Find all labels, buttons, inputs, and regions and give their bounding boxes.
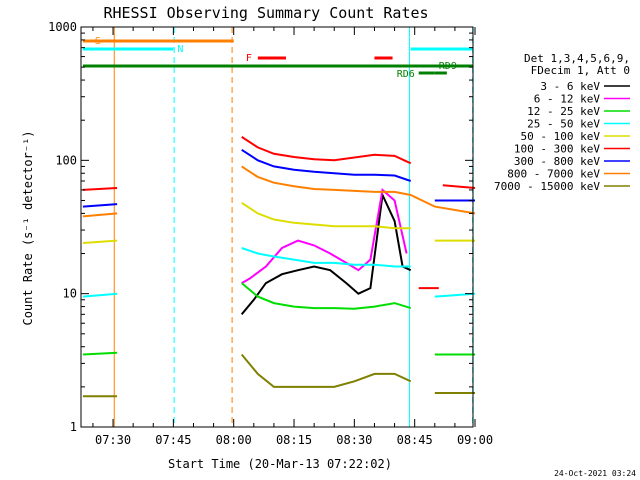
x-tick-label: 07:45 <box>155 433 191 447</box>
series-line <box>82 239 118 244</box>
legend-label: 100 - 300 keV <box>514 143 600 156</box>
series-line <box>82 292 118 298</box>
x-tick-label: 08:45 <box>397 433 433 447</box>
legend-label: 25 - 50 keV <box>527 118 600 131</box>
series-line <box>434 292 476 298</box>
legend-header: Det 1,3,4,5,6,9, <box>524 52 630 65</box>
series-line <box>241 165 476 215</box>
series-8 <box>82 353 475 398</box>
state-bar-label: RD6 <box>397 69 415 80</box>
series-line <box>241 201 411 230</box>
series-line <box>240 191 412 315</box>
series-line <box>241 247 411 268</box>
y-tick-label: 1 <box>70 420 77 434</box>
chart-title: RHESSI Observing Summary Count Rates <box>103 4 428 22</box>
series-line <box>442 184 476 189</box>
y-tick-label: 10 <box>63 287 77 301</box>
series-line <box>241 282 411 310</box>
series-line <box>82 212 118 218</box>
series-line <box>241 187 408 284</box>
series-0 <box>240 191 412 315</box>
series-line <box>240 353 412 388</box>
legend-label: 800 - 7000 keV <box>507 168 600 181</box>
timestamp: 24-Oct-2021 03:24 <box>554 469 636 478</box>
legend-label: 7000 - 15000 keV <box>494 180 600 193</box>
x-tick-label: 08:15 <box>276 433 312 447</box>
legend-label: 50 - 100 keV <box>521 130 601 143</box>
legend-label: 6 - 12 keV <box>534 93 601 106</box>
series-line <box>82 351 118 356</box>
state-bar-label: RD9 <box>439 61 457 72</box>
legend: Det 1,3,4,5,6,9,FDecim 1, Att 0 3 - 6 keV… <box>494 52 630 193</box>
series-line <box>241 148 412 182</box>
series-line <box>82 187 118 191</box>
plot-area: S N F RD6 RD9 <box>82 27 476 427</box>
series-5 <box>82 136 476 290</box>
legend-label: 3 - 6 keV <box>540 80 600 93</box>
plot-frame <box>80 26 474 428</box>
x-tick-label: 09:00 <box>457 433 493 447</box>
axes: 1 10 100 1000 07:30 07:45 08:00 08:15 08:30 08:45… <box>48 20 493 447</box>
series-7 <box>82 165 476 218</box>
state-bar-label: F <box>246 53 252 64</box>
series-line <box>241 136 412 165</box>
y-tick-label: 1000 <box>48 20 77 34</box>
legend-label: 300 - 800 keV <box>514 155 600 168</box>
y-tick-label: 100 <box>55 153 77 167</box>
legend-label: 12 - 25 keV <box>527 105 600 118</box>
x-tick-label: 07:30 <box>95 433 131 447</box>
x-axis-label: Start Time (20-Mar-13 07:22:02) <box>168 457 392 471</box>
y-axis-label: Count Rate (s⁻¹ detector⁻¹) <box>21 130 35 325</box>
state-bar-label: N <box>177 44 183 55</box>
series-2 <box>82 282 475 356</box>
legend-header: FDecim 1, Att 0 <box>531 64 630 77</box>
series-4 <box>82 201 475 244</box>
x-tick-label: 08:30 <box>336 433 372 447</box>
state-bar-label: S <box>95 36 101 47</box>
series-line <box>82 203 118 208</box>
series-6 <box>82 148 475 208</box>
x-tick-label: 08:00 <box>216 433 252 447</box>
series-1 <box>241 187 408 284</box>
series-3 <box>82 247 476 298</box>
